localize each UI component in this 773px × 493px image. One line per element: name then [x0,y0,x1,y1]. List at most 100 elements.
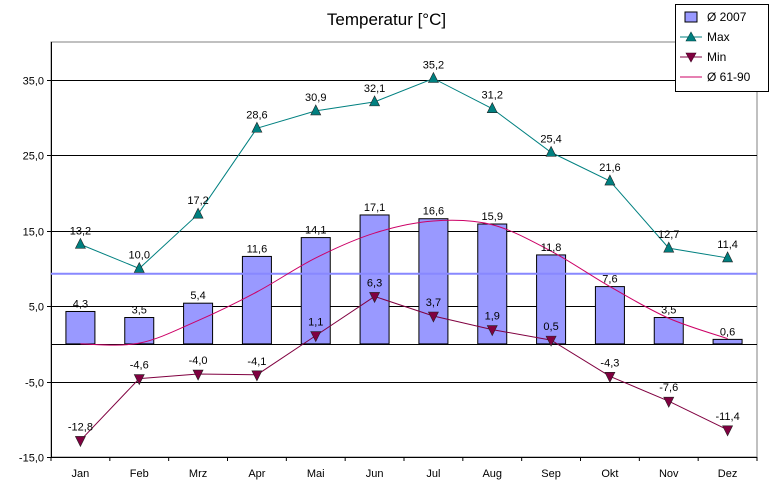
legend-item-max: Max [676,29,768,45]
bar-data-label: 7,6 [602,274,617,286]
bar [477,223,508,345]
max-line-series [74,71,734,273]
min-marker [74,436,86,448]
bar [536,254,567,345]
line-swatch-icon [680,76,702,78]
x-tick-label: Okt [601,468,618,480]
max-marker [486,101,498,113]
chart-title: Temperatur [°C] [326,10,447,29]
max-marker [251,121,263,133]
max-marker [604,174,616,186]
bar [359,214,390,345]
max-data-label: 30,9 [305,92,326,104]
min-marker [604,372,616,383]
min-data-label: 0,5 [543,321,558,333]
bar [241,255,272,345]
bar [124,317,155,345]
max-marker [427,71,439,83]
y-tick-label: 25,0 [23,151,44,163]
bar-data-label: 16,6 [423,206,444,218]
data-labels: 4,3 3,5 5,4 11,6 14,1 17,1 16,6 15,9 11,8 7,6 3,5 0… [68,59,740,433]
bar [183,302,214,345]
y-tick-label: 35,0 [23,76,44,88]
bar-data-label: 14,1 [305,225,326,237]
max-marker [192,207,204,219]
max-data-label: 28,6 [246,109,267,121]
y-tick-label: -5,0 [25,378,44,390]
bar-data-label: 17,1 [364,202,385,214]
x-tick-label: Mai [307,468,325,480]
triangle-down-marker-icon [680,52,702,63]
legend-item-min: Min [676,49,768,65]
legend-label: Max [707,30,730,44]
average-line-series [80,219,728,346]
min-data-label: -7,6 [659,382,678,394]
max-data-label: 11,4 [717,239,738,251]
triangle-up-marker-icon [680,31,702,42]
min-data-label: -4,6 [130,360,149,372]
y-tick-label: -15,0 [19,453,44,465]
legend-label: Ø 61-90 [707,70,751,84]
plot-area [50,41,758,458]
bar-data-label: 3,5 [661,305,676,317]
x-tick-label: Jan [72,468,90,480]
max-marker [545,145,557,157]
x-tick-label: Sep [541,468,561,480]
max-data-label: 21,6 [599,162,620,174]
min-marker [310,331,322,343]
bar [65,310,96,345]
bar [418,218,449,345]
legend-label: Ø 2007 [707,10,747,24]
bar-data-label: 0,6 [720,326,735,338]
max-line [80,77,728,270]
max-data-label: 32,1 [364,83,385,95]
max-data-label: 31,2 [482,90,503,102]
y-axis: 35,0 25,0 15,0 5,0 -5,0 -15,0 [19,42,52,465]
legend-item-avg6190: Ø 61-90 [676,69,768,85]
max-data-label: 12,7 [658,229,679,241]
legend-label: Min [707,50,727,64]
bar-data-label: 11,8 [541,242,562,254]
max-marker [133,261,145,273]
min-data-label: -11,4 [715,411,739,423]
min-marker [722,425,734,437]
min-data-label: 3,7 [426,297,441,309]
x-tick-label: Nov [659,468,679,480]
bar [594,286,625,345]
min-data-label: -4,3 [600,357,619,369]
min-data-label: -12,8 [68,421,93,433]
bar-data-label: 11,6 [247,243,268,255]
min-marker [133,374,145,386]
x-tick-label: Dez [718,468,738,480]
min-data-label: 1,1 [308,317,323,329]
bar [712,338,743,345]
bar-data-label: 5,4 [190,290,205,302]
min-line [80,295,728,441]
min-data-label: 6,3 [367,277,382,289]
x-tick-label: Mrz [189,468,207,480]
min-data-label: -4,0 [189,355,208,367]
min-data-label: -4,1 [247,356,266,368]
max-marker [74,237,86,249]
x-tick-label: Apr [248,468,265,480]
min-marker [663,396,675,408]
max-data-label: 13,2 [70,225,91,237]
min-marker [427,311,439,323]
max-data-label: 25,4 [540,133,561,145]
min-line-series [74,292,734,448]
bar-data-label: 3,5 [132,305,147,317]
x-tick-label: Jun [366,468,384,480]
bar-series [65,214,743,345]
y-tick-label: 5,0 [29,302,44,314]
min-marker [545,335,557,347]
x-axis: Jan Feb Mrz Apr Mai Jun Jul Aug Sep Okt Nov Dez [50,457,758,480]
x-tick-label: Feb [130,468,149,480]
max-marker [310,104,322,116]
max-data-label: 17,2 [187,195,208,207]
max-marker [369,95,381,107]
x-tick-label: Aug [482,468,502,480]
bar-data-label: 15,9 [482,211,503,223]
legend: Ø 2007 Max Min Ø 61-90 [675,4,769,92]
min-marker [251,370,263,382]
